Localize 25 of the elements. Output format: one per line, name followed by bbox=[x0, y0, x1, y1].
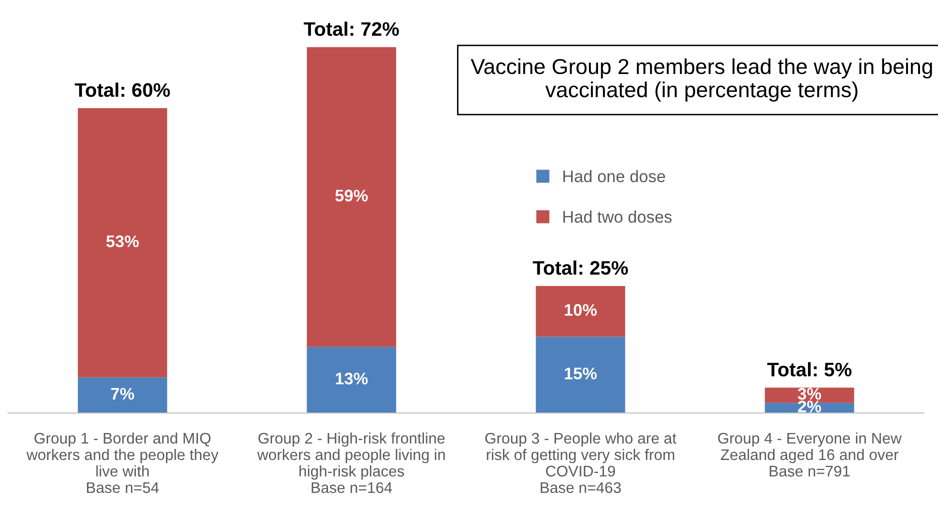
data-label: 2% bbox=[798, 400, 822, 412]
text: Vaccine Group 2 members lead the way in being vaccinated (in percentage terms) bbox=[470, 58, 932, 102]
bar bbox=[306, 346, 396, 413]
total-label: Total: 5% bbox=[767, 362, 852, 376]
legend-label: Had two doses bbox=[563, 210, 672, 223]
bar bbox=[536, 336, 626, 413]
data-label: 3% bbox=[798, 388, 822, 400]
x-tick-label: Group 3 - People who are at risk of getting very sick from COVID-19 Base n=463 bbox=[485, 432, 676, 494]
total-label: Total: 72% bbox=[304, 22, 399, 36]
legend-label: Had one dose bbox=[563, 170, 666, 182]
bar bbox=[536, 286, 626, 337]
x-tick-label: Group 1 - Border and MIQ workers and the people they live with Base n=54 bbox=[26, 432, 218, 494]
bar bbox=[78, 377, 168, 413]
total-label: Total: 60% bbox=[74, 82, 170, 97]
data-label: 13% bbox=[336, 372, 368, 384]
data-label: 53% bbox=[106, 235, 139, 248]
x-tick-label: Group 2 - High-risk frontline workers and people living in high-risk places Base n=164 bbox=[257, 432, 445, 494]
bar bbox=[306, 47, 396, 347]
bar bbox=[78, 108, 168, 378]
data-label: 10% bbox=[564, 304, 597, 316]
data-label: 59% bbox=[335, 190, 368, 202]
data-label: 7% bbox=[111, 388, 134, 400]
data-label: 15% bbox=[564, 368, 597, 380]
total-label: Total: 25% bbox=[532, 260, 628, 275]
x-tick-label: Group 4 - Everyone in New Zealand aged 16 and over Base n=791 bbox=[718, 432, 902, 477]
